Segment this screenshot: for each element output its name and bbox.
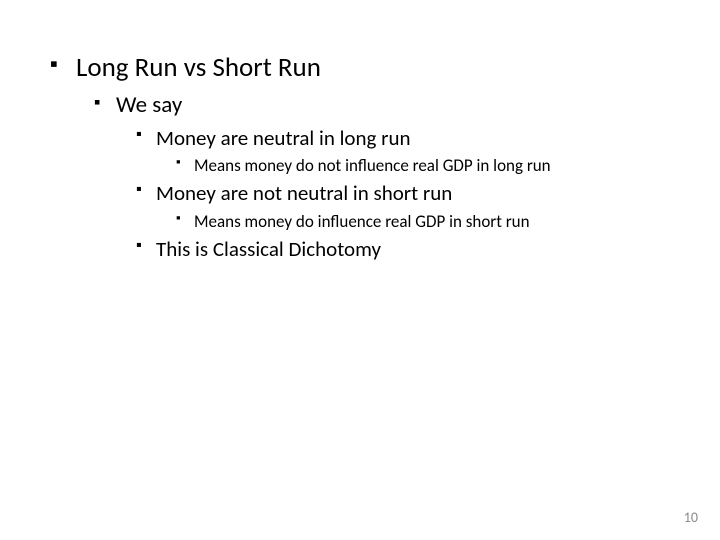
slide-content: Long Run vs Short Run We say Money are n… [0,0,720,263]
bullet-level3: This is Classical Dichotomy [136,236,670,263]
bullet-level4: Means money do influence real GDP in sho… [176,211,670,233]
bullet-level3: Money are not neutral in short run [136,180,670,207]
bullet-level1: Long Run vs Short Run [50,50,670,85]
page-number: 10 [684,509,698,526]
bullet-level2: We say [94,91,670,121]
bullet-level4: Means money do not influence real GDP in… [176,155,670,177]
bullet-level3: Money are neutral in long run [136,125,670,152]
